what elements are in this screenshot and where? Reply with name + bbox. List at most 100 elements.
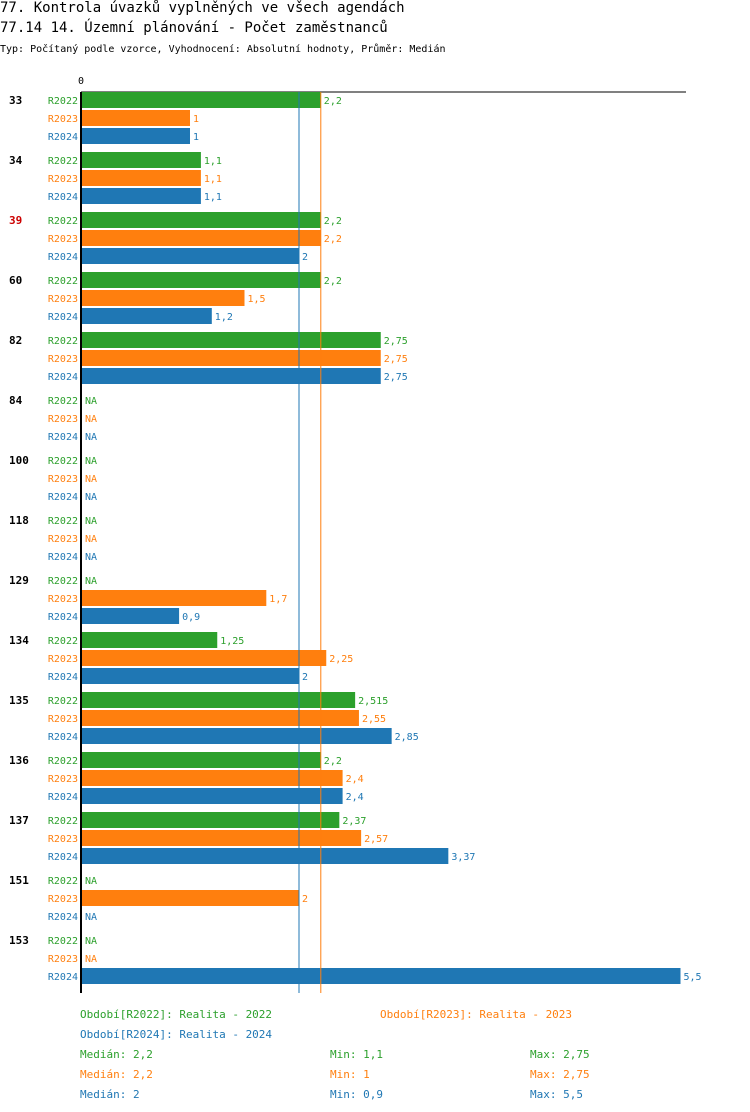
data-label: NA: [85, 936, 97, 947]
category-label: 39: [9, 214, 22, 227]
bar-153-R2024: [81, 968, 681, 984]
bar-60-R2022: [81, 272, 321, 288]
series-label: R2022: [48, 96, 78, 107]
bar-137-R2024: [81, 848, 449, 864]
series-label: R2022: [48, 336, 78, 347]
bar-134-R2022: [81, 632, 218, 648]
data-label: 1,5: [248, 294, 266, 305]
series-label: R2023: [48, 654, 78, 665]
series-label: R2023: [48, 294, 78, 305]
legend-r2024: Období[R2024]: Realita - 2024: [80, 1028, 273, 1041]
series-label: R2024: [48, 972, 78, 983]
data-label: 2,2: [324, 96, 342, 107]
data-label: NA: [85, 552, 97, 563]
axis-zero-label: 0: [78, 76, 84, 87]
bar-82-R2023: [81, 350, 381, 366]
series-label: R2023: [48, 894, 78, 905]
data-label: NA: [85, 954, 97, 965]
data-label: 1,1: [204, 192, 222, 203]
data-label: 2,25: [329, 654, 353, 665]
data-label: 2: [302, 252, 308, 263]
data-label: NA: [85, 492, 97, 503]
data-label: 1,1: [204, 174, 222, 185]
bar-151-R2023: [81, 890, 299, 906]
stat-min-r2022: Min: 1,1: [330, 1048, 383, 1061]
chart-title: 77. Kontrola úvazků vyplněných ve všech …: [0, 0, 405, 16]
data-label: 2,2: [324, 216, 342, 227]
bar-134-R2024: [81, 668, 299, 684]
data-label: NA: [85, 876, 97, 887]
data-label: 2,2: [324, 234, 342, 245]
bar-82-R2022: [81, 332, 381, 348]
series-label: R2024: [48, 312, 78, 323]
data-label: 2,55: [362, 714, 386, 725]
series-label: R2023: [48, 474, 78, 485]
bar-39-R2024: [81, 248, 299, 264]
series-label: R2023: [48, 234, 78, 245]
bar-60-R2024: [81, 308, 212, 324]
data-label: 2,37: [342, 816, 366, 827]
series-label: R2022: [48, 156, 78, 167]
series-label: R2024: [48, 552, 78, 563]
bar-135-R2022: [81, 692, 356, 708]
data-label: 2,4: [346, 774, 364, 785]
series-label: R2022: [48, 636, 78, 647]
bar-39-R2022: [81, 212, 321, 228]
data-label: 2,515: [358, 696, 388, 707]
bar-136-R2024: [81, 788, 343, 804]
category-label: 129: [9, 574, 29, 587]
bar-33-R2023: [81, 110, 190, 126]
legend-r2022: Období[R2022]: Realita - 2022: [80, 1008, 273, 1021]
category-label: 134: [9, 634, 29, 647]
series-label: R2022: [48, 456, 78, 467]
series-label: R2024: [48, 792, 78, 803]
bar-82-R2024: [81, 368, 381, 384]
bar-129-R2023: [81, 590, 267, 606]
bar-135-R2024: [81, 728, 392, 744]
series-label: R2022: [48, 396, 78, 407]
stat-median-r2022: Medián: 2,2: [80, 1048, 153, 1061]
data-label: 2: [302, 672, 308, 683]
data-label: 1: [193, 114, 199, 125]
bar-34-R2023: [81, 170, 201, 186]
series-label: R2024: [48, 432, 78, 443]
series-label: R2024: [48, 732, 78, 743]
series-label: R2022: [48, 756, 78, 767]
series-label: R2022: [48, 816, 78, 827]
data-label: 1: [193, 132, 199, 143]
series-label: R2024: [48, 372, 78, 383]
data-label: NA: [85, 534, 97, 545]
series-label: R2022: [48, 216, 78, 227]
data-label: 1,25: [220, 636, 244, 647]
series-label: R2024: [48, 492, 78, 503]
data-label: 2,4: [346, 792, 364, 803]
legend-r2023: Období[R2023]: Realita - 2023: [380, 1008, 573, 1021]
series-label: R2023: [48, 534, 78, 545]
series-label: R2023: [48, 174, 78, 185]
category-label: 84: [9, 394, 23, 407]
data-label: 2,85: [395, 732, 419, 743]
data-label: 2: [302, 894, 308, 905]
bar-39-R2023: [81, 230, 321, 246]
stat-max-r2024: Max: 5,5: [530, 1088, 583, 1101]
series-label: R2024: [48, 192, 78, 203]
series-label: R2023: [48, 354, 78, 365]
stat-max-r2022: Max: 2,75: [530, 1048, 590, 1061]
category-label: 60: [9, 274, 22, 287]
category-label: 33: [9, 94, 22, 107]
data-label: 2,2: [324, 756, 342, 767]
bar-33-R2022: [81, 92, 321, 108]
series-label: R2022: [48, 936, 78, 947]
category-label: 82: [9, 334, 22, 347]
category-label: 136: [9, 754, 29, 767]
series-label: R2024: [48, 612, 78, 623]
data-label: 2,75: [384, 336, 408, 347]
series-label: R2022: [48, 696, 78, 707]
chart-description: Typ: Počítaný podle vzorce, Vyhodnocení:…: [0, 44, 446, 55]
stat-min-r2024: Min: 0,9: [330, 1088, 383, 1101]
series-label: R2023: [48, 834, 78, 845]
data-label: NA: [85, 912, 97, 923]
series-label: R2022: [48, 276, 78, 287]
series-label: R2023: [48, 714, 78, 725]
bar-135-R2023: [81, 710, 359, 726]
